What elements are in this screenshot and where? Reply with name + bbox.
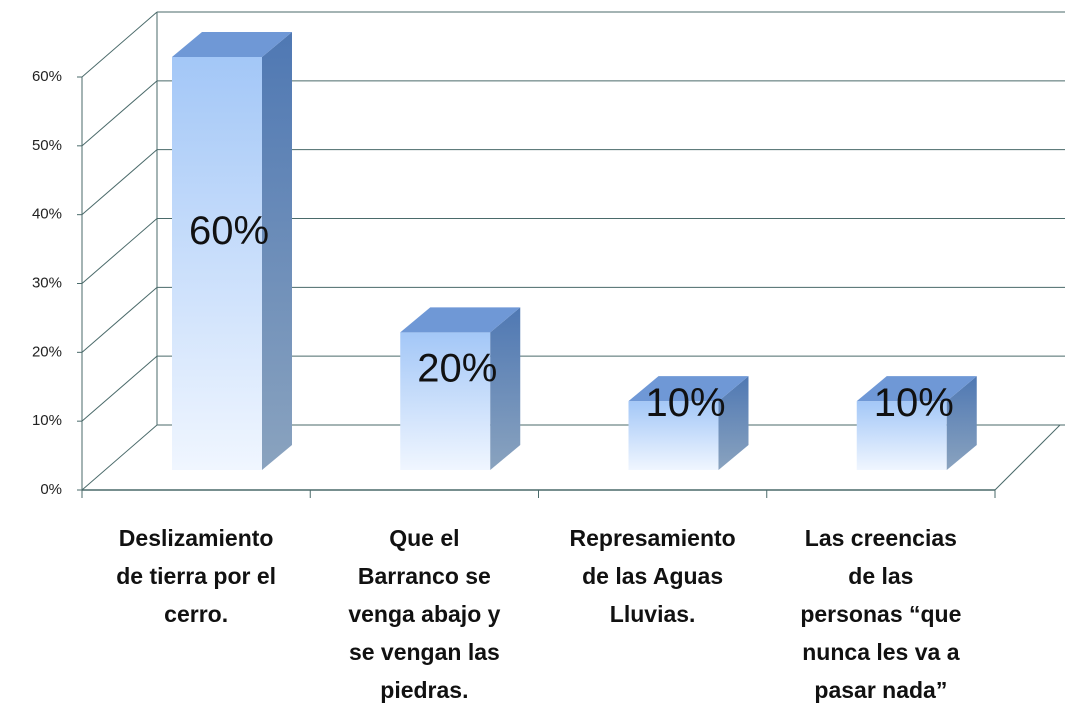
y-tick-label: 60% [32,68,62,85]
bar-top [628,376,749,402]
grid-line [81,218,158,284]
grid-line [81,286,158,353]
bar [856,376,977,470]
y-tick-label: 10% [32,412,62,429]
y-tick-label: 20% [32,343,62,360]
x-tick-label: venga abajo y [348,601,500,627]
grid-line [81,80,158,147]
bar-front [856,401,947,470]
y-tick-label: 30% [32,274,62,291]
x-tick-label: de las Aguas [582,563,723,589]
x-tick-label: Las creencias [805,525,957,551]
x-tick-label: Lluvias. [610,601,696,627]
y-tick-label: 0% [40,481,62,498]
bar-front [172,57,262,470]
bar [628,376,749,470]
bar-front [628,401,719,470]
value-label: 10% [645,381,725,425]
grid-line [81,355,158,422]
y-tick-label: 40% [32,206,62,223]
y-tick-label: 50% [32,137,62,154]
bar-side [262,32,292,470]
bar [400,307,521,470]
floor-edge [994,424,1061,491]
x-tick-label: de tierra por el [116,563,276,589]
bar-side [946,376,977,470]
bar [172,32,292,470]
grid-line [81,11,158,78]
x-tick-label: Deslizamiento [119,525,274,551]
x-tick-label: pasar nada” [814,677,947,703]
x-tick-label: Represamiento [570,525,736,551]
bar-side [490,307,521,470]
x-tick-label: personas “que [800,601,961,627]
bar-top [172,32,292,57]
grid-line [81,424,158,491]
x-tick-label: se vengan las [349,639,500,665]
x-tick-label: cerro. [164,601,228,627]
x-tick-label: nunca les va a [802,639,959,665]
bar-top [400,307,521,333]
grid-line [81,149,158,216]
value-label: 20% [417,347,497,391]
x-tick-label: de las [848,563,913,589]
x-tick-label: Que el [389,525,459,551]
bar-front [400,332,491,470]
x-tick-label: piedras. [380,677,468,703]
value-label: 10% [874,381,954,425]
bar-top [856,376,977,402]
value-label: 60% [189,209,269,253]
bar-side [718,376,749,470]
x-tick-label: Barranco se [358,563,491,589]
